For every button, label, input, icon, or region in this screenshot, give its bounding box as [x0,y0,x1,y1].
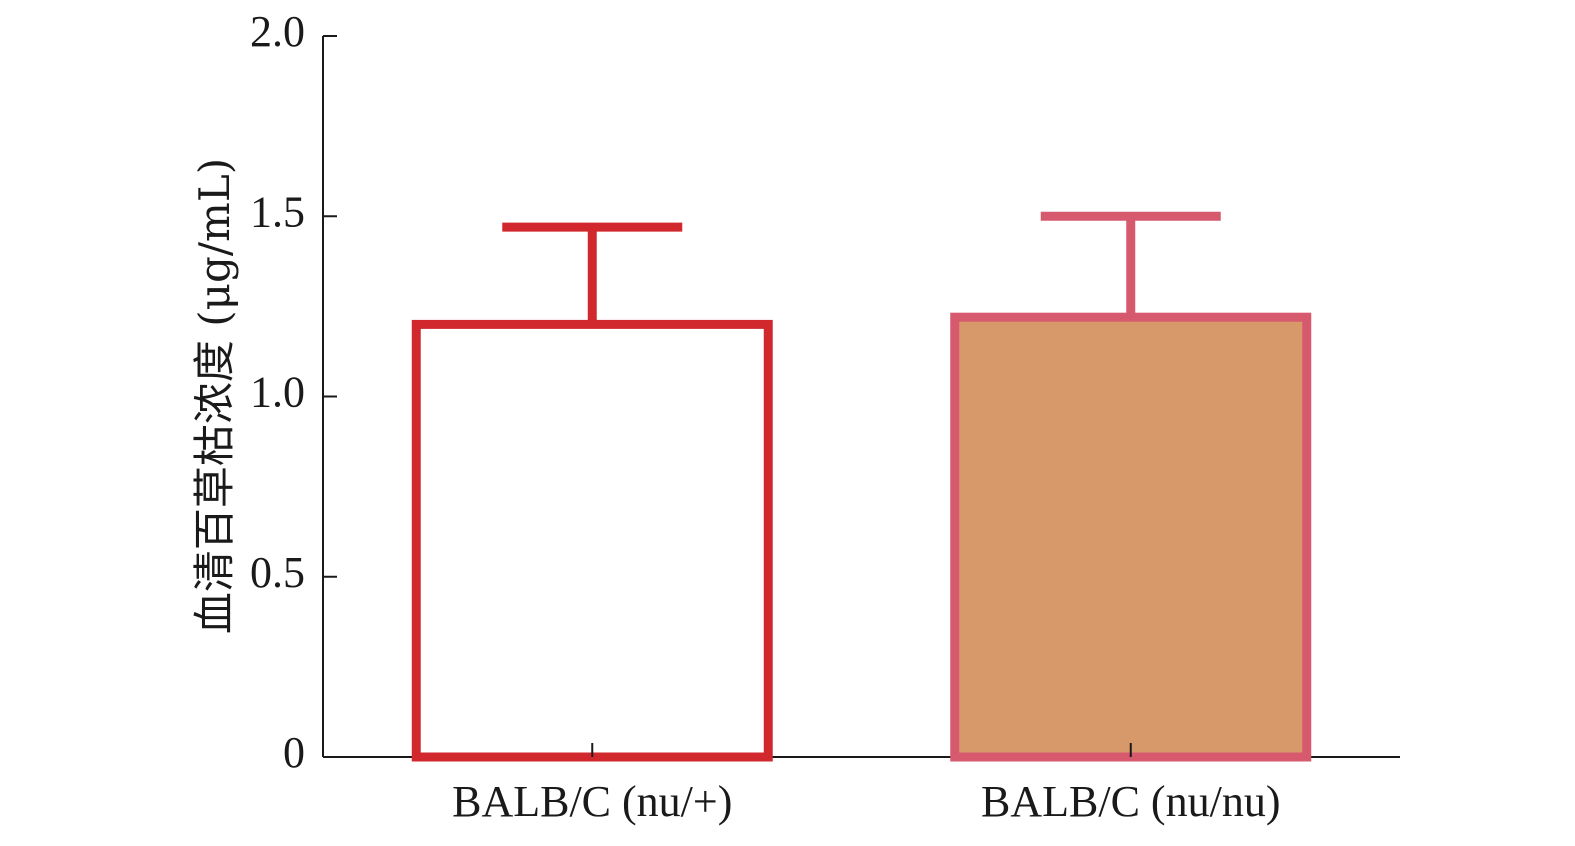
y-tick-label: 1.0 [250,368,305,417]
y-axis-title: 血清百草枯浓度 (μg/mL) [190,158,239,634]
bar [950,312,1312,762]
y-tick-label: 1.5 [250,187,305,236]
y-tick-label: 0.5 [250,548,305,597]
y-ticks: 0 0.5 1.0 1.5 2.0 [250,7,337,777]
x-category-label: BALB/C (nu/nu) [981,777,1280,826]
x-category-label: BALB/C (nu/+) [452,777,732,826]
bar [411,319,773,762]
y-tick-label: 0 [283,728,305,777]
y-tick-label: 2.0 [250,7,305,56]
error-bars [502,211,1221,325]
bars [411,312,1312,762]
x-ticks: BALB/C (nu/+) BALB/C (nu/nu) [452,743,1280,826]
